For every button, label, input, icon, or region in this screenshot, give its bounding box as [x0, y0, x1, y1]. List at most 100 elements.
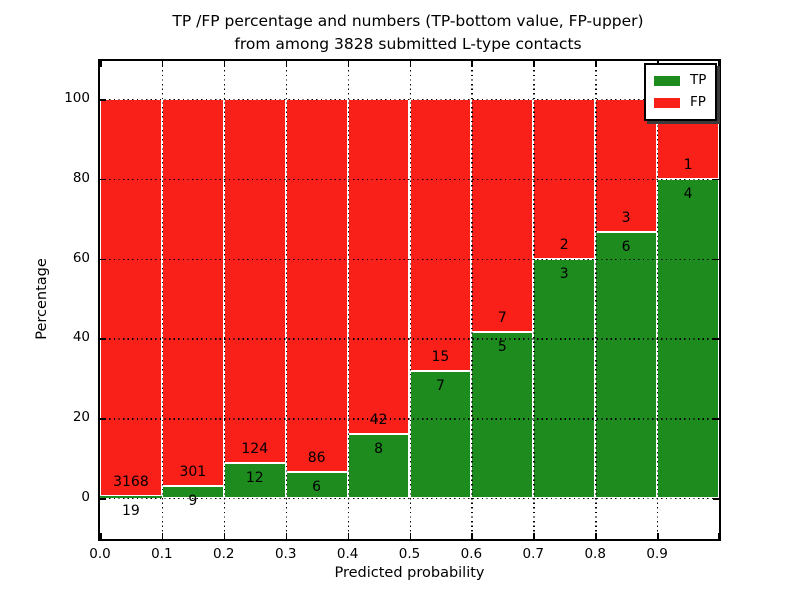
bar-label-fp: 2 — [559, 236, 569, 253]
v-gridline — [223, 61, 226, 539]
bar-segment-tp — [285, 471, 348, 498]
y-tick-mark — [713, 178, 719, 181]
bar-segment-tp — [595, 232, 658, 498]
x-tick-label: 0.3 — [274, 546, 297, 562]
y-tick-label: 60 — [72, 249, 90, 266]
x-tick-mark — [285, 61, 288, 67]
bar-segment-fp — [100, 99, 162, 496]
bar-label-tp: 6 — [312, 478, 322, 495]
y-tick-mark — [100, 258, 106, 261]
x-tick-mark — [223, 533, 226, 539]
bar-segment-fp — [595, 99, 658, 232]
v-gridline — [595, 61, 597, 539]
bar-segment-tp — [409, 371, 472, 498]
bar-segment-tp — [347, 434, 410, 498]
x-tick-label: 0.2 — [213, 546, 235, 562]
bar-label-fp: 1 — [683, 156, 693, 173]
bar-label-tp: 12 — [245, 469, 264, 486]
y-tick-label: 20 — [72, 409, 90, 426]
legend-entry-fp: FP — [654, 92, 706, 114]
bar-label-fp: 124 — [241, 440, 269, 457]
x-tick-label: 0.8 — [584, 546, 606, 562]
bar-segment-fp — [409, 99, 472, 372]
x-axis-label: Predicted probability — [334, 565, 485, 581]
legend: TP FP — [644, 63, 718, 121]
y-tick-mark — [713, 258, 719, 261]
y-tick-mark — [713, 418, 719, 420]
x-tick-mark — [409, 61, 411, 67]
x-tick-mark — [471, 61, 473, 67]
bar-segment-tp — [100, 495, 162, 498]
y-axis-label: Percentage — [34, 258, 50, 340]
x-tick-mark — [533, 533, 535, 539]
fp-color-swatch — [654, 98, 680, 108]
plot-area: TP FP 3168 19 301 9 124 12 86 6 42 8 15 7 7 5 2 3 3 6 1 4 — [98, 59, 721, 541]
chart-title-line2: from among 3828 submitted L-type contact… — [234, 35, 582, 53]
x-tick-mark — [595, 61, 597, 67]
bar-segment-fp — [223, 99, 286, 463]
x-tick-label: 0.9 — [646, 546, 668, 562]
x-tick-mark — [595, 533, 597, 539]
bar-segment-tp — [223, 462, 286, 498]
v-gridline — [285, 61, 288, 539]
v-gridline — [161, 61, 164, 539]
x-tick-mark — [100, 61, 102, 67]
y-tick-mark — [100, 338, 106, 340]
x-tick-mark — [100, 533, 102, 539]
x-tick-mark — [409, 533, 411, 539]
x-tick-label: 0.5 — [398, 546, 421, 562]
bar-segment-fp — [285, 99, 348, 472]
y-tick-mark — [713, 338, 719, 340]
bar-label-tp: 5 — [497, 338, 507, 355]
x-tick-label: 0.7 — [522, 546, 545, 562]
y-tick-label: 100 — [64, 90, 90, 106]
x-tick-mark — [347, 61, 350, 67]
bar-label-tp: 4 — [683, 185, 693, 202]
y-tick-mark — [713, 498, 719, 500]
x-tick-mark — [533, 61, 535, 67]
v-gridline — [471, 61, 473, 539]
y-tick-mark — [100, 99, 106, 101]
bar-label-tp: 19 — [122, 502, 140, 519]
x-tick-mark — [471, 533, 473, 539]
tp-color-swatch — [654, 76, 680, 86]
y-tick-mark — [100, 178, 106, 181]
x-tick-mark — [161, 61, 164, 67]
bar-label-fp: 3168 — [113, 473, 149, 490]
bar-segment-tp — [471, 331, 534, 498]
legend-entry-tp: TP — [654, 70, 706, 92]
bar-label-fp: 301 — [179, 464, 207, 481]
x-tick-mark — [285, 533, 288, 539]
bar-label-tp: 9 — [188, 493, 198, 510]
bar-label-fp: 7 — [497, 309, 507, 326]
v-gridline — [347, 61, 349, 539]
bar-label-tp: 6 — [621, 239, 631, 255]
bar-label-tp: 7 — [435, 378, 445, 395]
chart-title-line1: TP /FP percentage and numbers (TP-bottom… — [172, 12, 644, 30]
x-tick-mark — [223, 61, 226, 67]
x-tick-mark — [717, 61, 719, 67]
x-tick-label: 0.4 — [336, 546, 359, 562]
y-tick-label: 0 — [81, 489, 90, 505]
bar-label-tp: 8 — [374, 441, 384, 458]
bar-label-tp: 3 — [559, 265, 569, 282]
v-gridline — [657, 61, 659, 539]
x-tick-mark — [717, 533, 719, 539]
y-tick-mark — [100, 498, 106, 500]
v-gridline — [533, 61, 535, 539]
bar-label-fp: 86 — [307, 449, 326, 466]
y-tick-label: 40 — [72, 329, 90, 346]
x-tick-label: 0.1 — [151, 546, 173, 562]
bar-label-fp: 15 — [431, 349, 450, 366]
bar-segment-tp — [533, 258, 596, 498]
bar-segment-fp — [347, 99, 410, 435]
legend-label-tp: TP — [690, 72, 707, 89]
v-gridline — [409, 61, 411, 539]
y-tick-label: 80 — [72, 169, 90, 186]
bar-segment-fp — [471, 99, 534, 332]
y-tick-mark — [100, 418, 106, 420]
x-tick-mark — [161, 533, 164, 539]
legend-label-fp: FP — [690, 94, 706, 111]
x-tick-label: 0.6 — [460, 546, 483, 562]
